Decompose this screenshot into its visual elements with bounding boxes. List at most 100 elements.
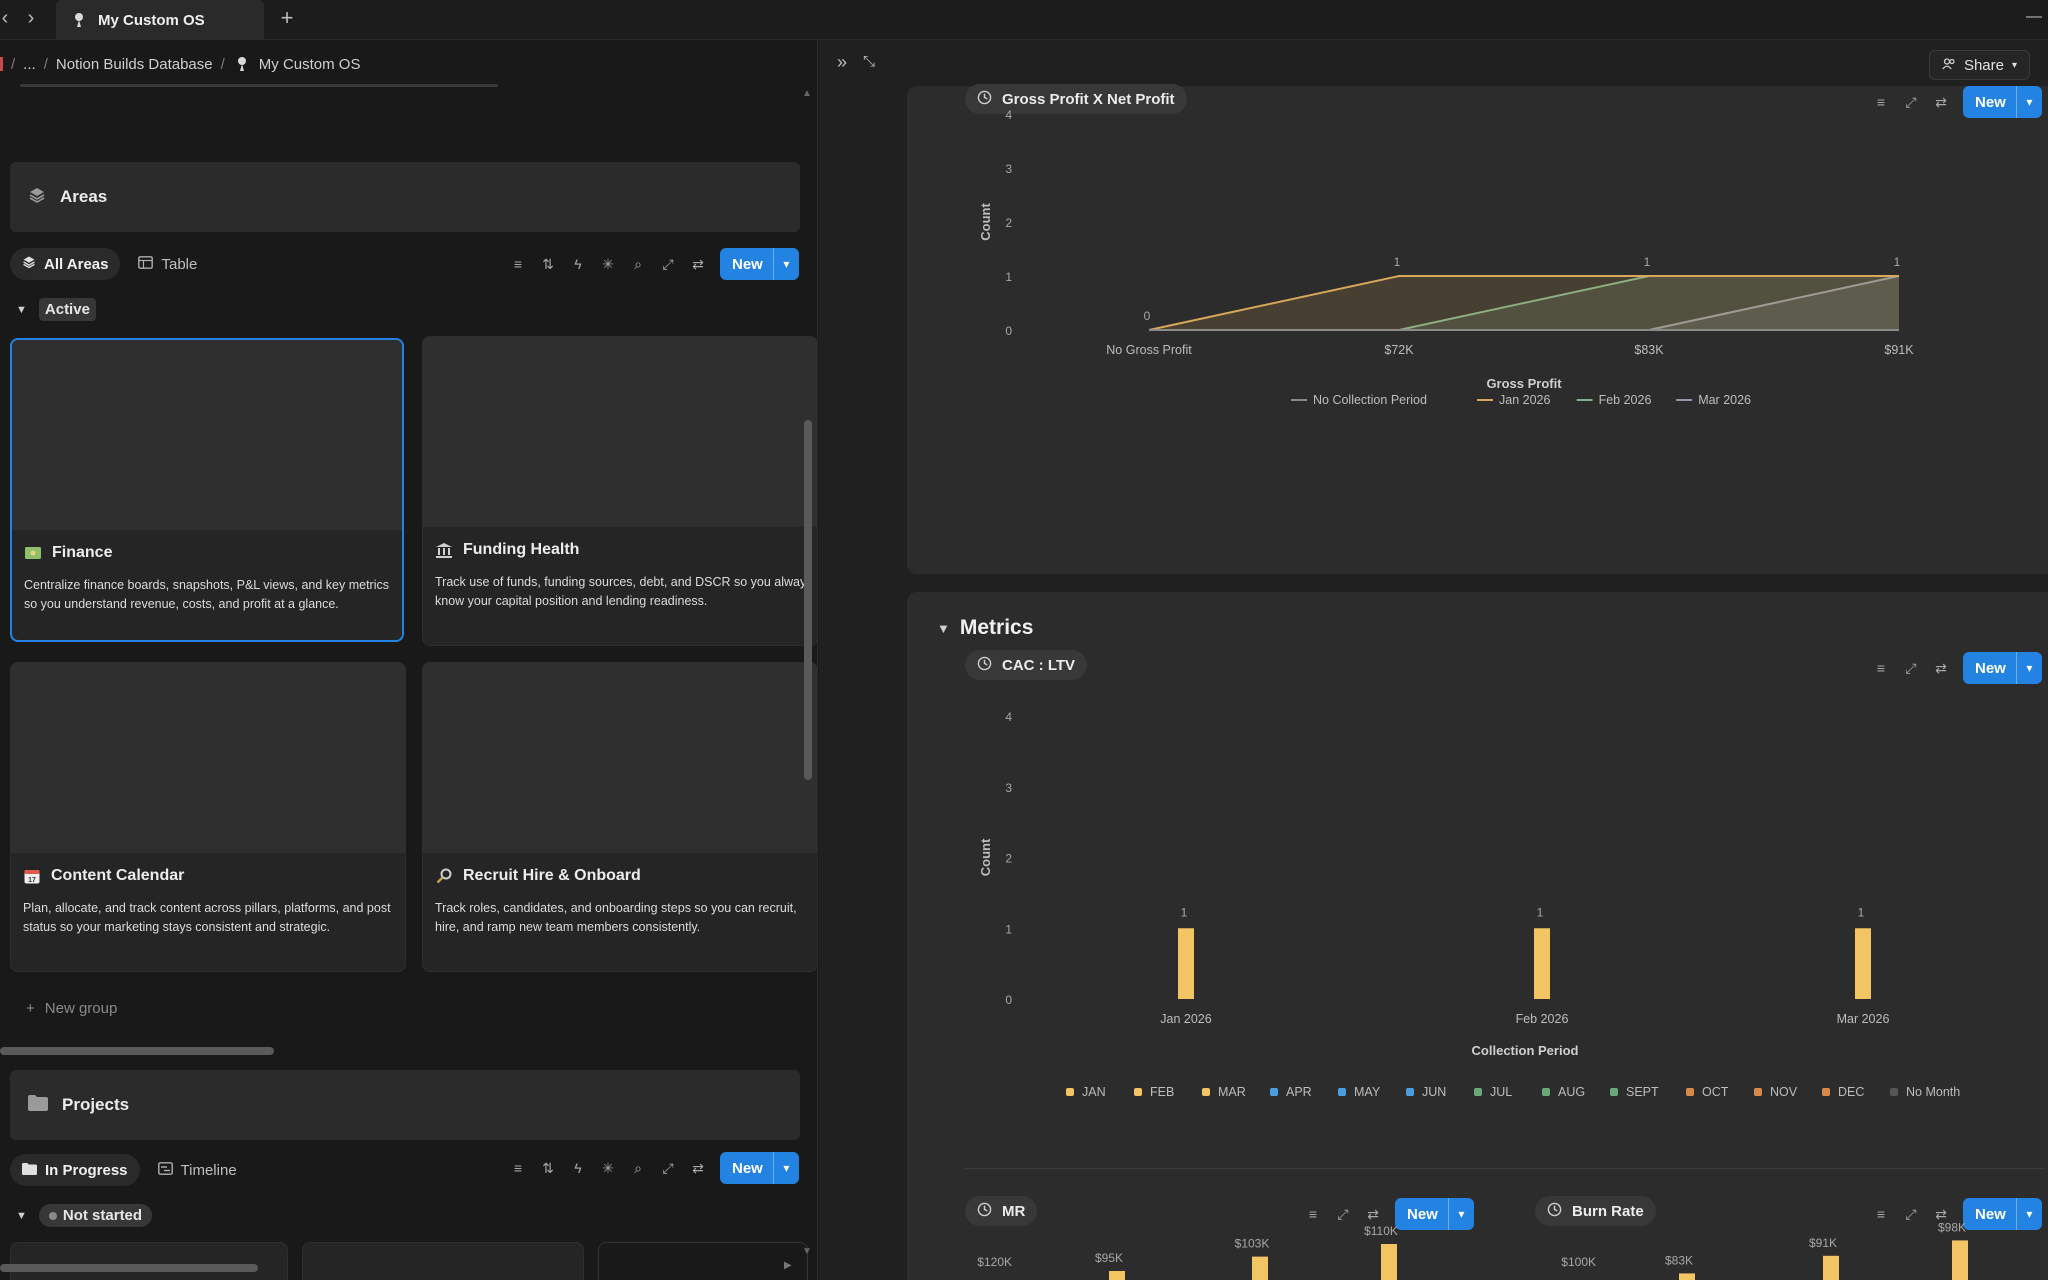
settings-sliders-icon[interactable]: ⇄ bbox=[692, 1160, 704, 1176]
data-label: 0 bbox=[1144, 309, 1151, 323]
x-axis-label: Collection Period bbox=[1472, 1043, 1579, 1058]
vertical-scrollbar[interactable] bbox=[804, 420, 812, 780]
expand-icon[interactable]: ⤢ bbox=[1905, 94, 1917, 110]
collapse-triangle-icon[interactable]: ▼ bbox=[16, 303, 27, 316]
projects-toolbar: ≡ ⇅ ϟ ✳ ⌕ ⤢ ⇄ New ▾ bbox=[510, 1152, 799, 1184]
chevron-down-icon[interactable]: ▾ bbox=[1447, 1198, 1474, 1230]
automation-icon[interactable]: ϟ bbox=[574, 256, 582, 272]
legend-entry: APR bbox=[1286, 1085, 1312, 1099]
gross-profit-new-button[interactable]: New ▾ bbox=[1963, 86, 2042, 118]
chart-chip-burn-rate[interactable]: Burn Rate bbox=[1535, 1196, 1656, 1226]
cac-ltv-new-button[interactable]: New ▾ bbox=[1963, 652, 2042, 684]
bar bbox=[1381, 1244, 1397, 1280]
card-funding-health[interactable]: Funding Health Track use of funds, fundi… bbox=[422, 336, 817, 646]
tab-table[interactable]: Table bbox=[126, 248, 209, 280]
legend-swatch bbox=[1474, 1088, 1482, 1096]
chart-chip-cac-ltv[interactable]: CAC : LTV bbox=[965, 650, 1088, 680]
data-label: 1 bbox=[1644, 255, 1651, 269]
scroll-down-arrow-icon[interactable]: ▼ bbox=[802, 1246, 812, 1257]
projects-new-button[interactable]: New ▾ bbox=[720, 1152, 799, 1184]
minimize-icon[interactable]: — bbox=[2026, 8, 2042, 25]
filter-icon[interactable]: ≡ bbox=[1876, 94, 1886, 110]
chevron-down-icon[interactable]: ▾ bbox=[772, 1152, 799, 1184]
legend-entry: JUL bbox=[1490, 1085, 1512, 1099]
legend-entry: JAN bbox=[1082, 1085, 1106, 1099]
settings-sliders-icon[interactable]: ⇄ bbox=[1935, 660, 1947, 676]
collapse-panel-icon[interactable]: » bbox=[837, 52, 848, 72]
chevron-down-icon[interactable]: ▾ bbox=[772, 248, 799, 280]
filter-icon[interactable]: ≡ bbox=[513, 1160, 523, 1176]
y-axis-label: Count bbox=[978, 838, 993, 876]
horizontal-scrollbar[interactable] bbox=[0, 1047, 274, 1055]
breadcrumb-current[interactable]: My Custom OS bbox=[258, 55, 361, 73]
tab-timeline[interactable]: Timeline bbox=[146, 1154, 249, 1186]
card-project-partial[interactable] bbox=[10, 1242, 288, 1280]
chart-chip-gross-profit[interactable]: Gross Profit X Net Profit bbox=[965, 84, 1187, 114]
legend-swatch bbox=[1890, 1088, 1898, 1096]
filter-icon[interactable]: ≡ bbox=[513, 256, 523, 272]
chart-clock-icon bbox=[977, 90, 992, 109]
forward-arrow-icon[interactable]: › bbox=[27, 7, 35, 29]
filter-icon[interactable]: ≡ bbox=[1308, 1206, 1318, 1222]
expand-icon[interactable]: ⤢ bbox=[662, 1160, 674, 1176]
group-not-started[interactable]: ▼ Not started bbox=[16, 1204, 153, 1227]
group-active[interactable]: ▼ Active bbox=[16, 298, 96, 321]
mr-chart-toolbar: ≡ ⤢ ⇄ New ▾ bbox=[1305, 1198, 1474, 1230]
timeline-icon bbox=[157, 1161, 173, 1179]
filter-icon[interactable]: ≡ bbox=[1876, 1206, 1886, 1222]
sort-icon[interactable]: ⇅ bbox=[542, 1160, 554, 1176]
tab-my-custom-os[interactable]: My Custom OS bbox=[56, 0, 264, 40]
card-recruit-hire-onboard[interactable]: Recruit Hire & Onboard Track roles, cand… bbox=[422, 662, 817, 972]
card-project-partial[interactable] bbox=[302, 1242, 584, 1280]
card-finance[interactable]: Finance Centralize finance boards, snaps… bbox=[10, 338, 404, 642]
mr-new-button[interactable]: New ▾ bbox=[1395, 1198, 1474, 1230]
x-axis-label: Gross Profit bbox=[1486, 376, 1562, 391]
metrics-heading[interactable]: ▼ Metrics bbox=[937, 616, 1034, 639]
tab-title: My Custom OS bbox=[98, 11, 205, 29]
tab-in-progress[interactable]: In Progress bbox=[10, 1154, 140, 1186]
expand-icon[interactable]: ⤢ bbox=[1905, 660, 1917, 676]
chevron-down-icon[interactable]: ▾ bbox=[2015, 86, 2042, 118]
horizontal-scrollbar[interactable] bbox=[0, 1264, 258, 1272]
x-tick-label: Feb 2026 bbox=[1516, 1012, 1569, 1026]
areas-new-button[interactable]: New ▾ bbox=[720, 248, 799, 280]
burn-rate-new-button[interactable]: New ▾ bbox=[1963, 1198, 2042, 1230]
new-tab-button[interactable]: + bbox=[280, 5, 294, 30]
new-group-button[interactable]: + New group bbox=[26, 1000, 118, 1017]
sort-icon[interactable]: ⇅ bbox=[542, 256, 554, 272]
filter-icon[interactable]: ≡ bbox=[1876, 660, 1886, 676]
collapse-triangle-icon[interactable]: ▼ bbox=[16, 1209, 27, 1222]
tab-all-areas[interactable]: All Areas bbox=[10, 248, 121, 280]
fullscreen-icon[interactable]: ⤡ bbox=[863, 53, 876, 70]
automation-icon[interactable]: ϟ bbox=[574, 1160, 582, 1176]
settings-sliders-icon[interactable]: ⇄ bbox=[1935, 1206, 1947, 1222]
ai-sparkle-icon[interactable]: ✳ bbox=[602, 1160, 614, 1176]
breadcrumb-ellipsis[interactable]: ... bbox=[23, 55, 36, 73]
back-arrow-icon[interactable]: ‹ bbox=[1, 7, 9, 29]
areas-toolbar: ≡ ⇅ ϟ ✳ ⌕ ⤢ ⇄ New ▾ bbox=[510, 248, 799, 280]
settings-sliders-icon[interactable]: ⇄ bbox=[692, 256, 704, 272]
legend-entry: No Collection Period bbox=[1313, 393, 1427, 407]
scroll-right-arrow-icon[interactable]: ▶ bbox=[784, 1260, 792, 1271]
search-icon[interactable]: ⌕ bbox=[634, 256, 642, 272]
settings-sliders-icon[interactable]: ⇄ bbox=[1367, 1206, 1379, 1222]
card-content-calendar[interactable]: 17 Content Calendar Plan, allocate, and … bbox=[10, 662, 406, 972]
expand-icon[interactable]: ⤢ bbox=[1905, 1206, 1917, 1222]
chevron-down-icon[interactable]: ▾ bbox=[2015, 1198, 2042, 1230]
search-icon[interactable]: ⌕ bbox=[634, 1160, 642, 1176]
chart-chip-mr[interactable]: MR bbox=[965, 1196, 1038, 1226]
breadcrumb-parent[interactable]: Notion Builds Database bbox=[55, 55, 213, 73]
collapse-triangle-icon[interactable]: ▼ bbox=[937, 620, 950, 636]
expand-icon[interactable]: ⤢ bbox=[662, 256, 674, 272]
scroll-up-arrow-icon[interactable]: ▲ bbox=[802, 88, 812, 99]
chevron-down-icon: ▾ bbox=[2011, 59, 2017, 71]
card-project-partial[interactable] bbox=[598, 1242, 808, 1280]
plus-icon: + bbox=[26, 1000, 35, 1017]
right-peek-panel: » ⤡ Share ▾ Gross Profit X Net Profit ≡ … bbox=[819, 40, 2048, 1280]
expand-icon[interactable]: ⤢ bbox=[1337, 1206, 1349, 1222]
settings-sliders-icon[interactable]: ⇄ bbox=[1935, 94, 1947, 110]
share-button[interactable]: Share ▾ bbox=[1928, 50, 2030, 80]
ai-sparkle-icon[interactable]: ✳ bbox=[602, 256, 614, 272]
legend-entry: Jan 2026 bbox=[1499, 393, 1550, 407]
chevron-down-icon[interactable]: ▾ bbox=[2015, 652, 2042, 684]
